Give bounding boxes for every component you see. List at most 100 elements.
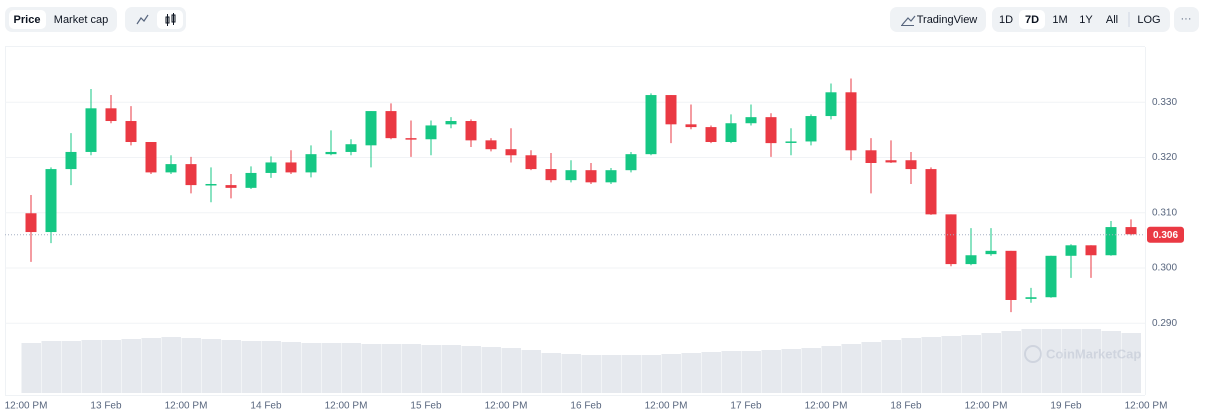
watermark-text: CoinMarketCap <box>1046 346 1141 361</box>
candle-body <box>965 255 977 265</box>
candle-body <box>985 250 997 255</box>
line-icon[interactable] <box>136 14 149 25</box>
volume-bar <box>341 343 361 393</box>
volume-bar <box>41 341 61 393</box>
x-tick-label: 19 Feb <box>1050 401 1082 412</box>
x-tick-label: 12:00 PM <box>805 401 848 412</box>
volume-bar <box>1121 333 1141 393</box>
volume-bar <box>121 339 141 393</box>
range-button[interactable]: 1D <box>999 14 1013 26</box>
price-label[interactable]: Price <box>14 14 41 26</box>
volume-bar <box>21 343 41 393</box>
volume-bar <box>1041 329 1061 393</box>
candle-button[interactable] <box>157 10 183 29</box>
x-tick-label: 12:00 PM <box>1125 401 1168 412</box>
candle-body <box>845 92 857 151</box>
candle-body <box>1085 245 1097 256</box>
volume-bar <box>261 341 281 393</box>
candle-body <box>905 160 917 170</box>
volume-bar <box>441 345 461 393</box>
x-tick-label: 12:00 PM <box>5 401 48 412</box>
candle-body <box>925 169 937 215</box>
candle-body <box>285 162 297 173</box>
candle-body <box>485 140 497 150</box>
candle-body <box>385 111 397 139</box>
range-button[interactable]: 1M <box>1052 14 1067 26</box>
more-button[interactable] <box>1174 7 1199 32</box>
y-tick-label: 0.290 <box>1152 318 1177 329</box>
candle-body <box>805 116 817 142</box>
x-tick-label: 14 Feb <box>250 401 282 412</box>
market-cap-label[interactable]: Market cap <box>54 14 108 26</box>
tradingview-label[interactable]: TradingView <box>917 14 978 26</box>
price-button[interactable] <box>9 10 46 29</box>
volume-bar <box>241 341 261 393</box>
x-tick-label: 12:00 PM <box>325 401 368 412</box>
candle-body <box>1005 250 1017 300</box>
candle-body <box>525 155 537 170</box>
x-tick-label: 18 Feb <box>890 401 922 412</box>
volume-bar <box>661 354 681 393</box>
range-button[interactable]: All <box>1106 14 1118 26</box>
candle-body <box>665 95 677 125</box>
volume-layer <box>21 329 1141 393</box>
candle-body <box>1065 245 1077 256</box>
candle-body <box>205 183 217 186</box>
range-button[interactable]: 7D <box>1025 14 1039 26</box>
y-tick-label: 0.310 <box>1152 207 1177 218</box>
x-tick-label: 17 Feb <box>730 401 762 412</box>
volume-bar <box>301 343 321 393</box>
candle-body <box>765 117 777 144</box>
volume-bar <box>541 353 561 393</box>
volume-bar <box>361 344 381 393</box>
volume-bar <box>581 355 601 393</box>
candle-body <box>705 127 717 143</box>
more-label[interactable]: ··· <box>1181 13 1192 25</box>
volume-bar <box>321 343 341 393</box>
price-layer <box>5 78 1145 324</box>
candle-body <box>725 123 737 143</box>
candle-body <box>125 121 137 143</box>
volume-bar <box>1081 329 1101 393</box>
volume-bar <box>1001 331 1021 393</box>
range-button[interactable]: 1Y <box>1079 14 1093 26</box>
x-tick-label: 13 Feb <box>90 401 122 412</box>
volume-bar <box>941 336 961 393</box>
candle-body <box>305 154 317 173</box>
volume-bar <box>521 350 541 393</box>
volume-bar <box>1101 331 1121 393</box>
x-tick-label: 12:00 PM <box>965 401 1008 412</box>
candle-body <box>505 149 517 156</box>
volume-bar <box>821 346 841 393</box>
candle-body <box>225 185 237 188</box>
volume-bar <box>1061 329 1081 393</box>
x-tick-label: 16 Feb <box>570 401 602 412</box>
x-tick-label: 12:00 PM <box>165 401 208 412</box>
volume-bar <box>921 337 941 393</box>
candle-body <box>1045 255 1057 298</box>
candle-body <box>945 214 957 265</box>
volume-bar <box>201 339 221 393</box>
volume-bar <box>381 344 401 393</box>
selected-range[interactable] <box>1019 10 1045 29</box>
candle-body <box>685 124 697 128</box>
candle-body <box>625 154 637 171</box>
volume-bar <box>961 335 981 393</box>
candle-icon[interactable] <box>165 13 176 26</box>
volume-bar <box>761 350 781 393</box>
candle-body <box>785 141 797 143</box>
volume-bar <box>901 338 921 393</box>
volume-bar <box>721 351 741 393</box>
candle-body <box>605 170 617 183</box>
volume-bar <box>221 340 241 393</box>
candle-body <box>45 169 57 233</box>
volume-bar <box>501 348 521 393</box>
log-button[interactable]: LOG <box>1137 14 1160 26</box>
volume-bar <box>161 337 181 393</box>
candle-body <box>445 121 457 125</box>
candle-body <box>645 95 657 155</box>
y-tick-label: 0.320 <box>1152 152 1177 163</box>
candle-body <box>405 138 417 140</box>
